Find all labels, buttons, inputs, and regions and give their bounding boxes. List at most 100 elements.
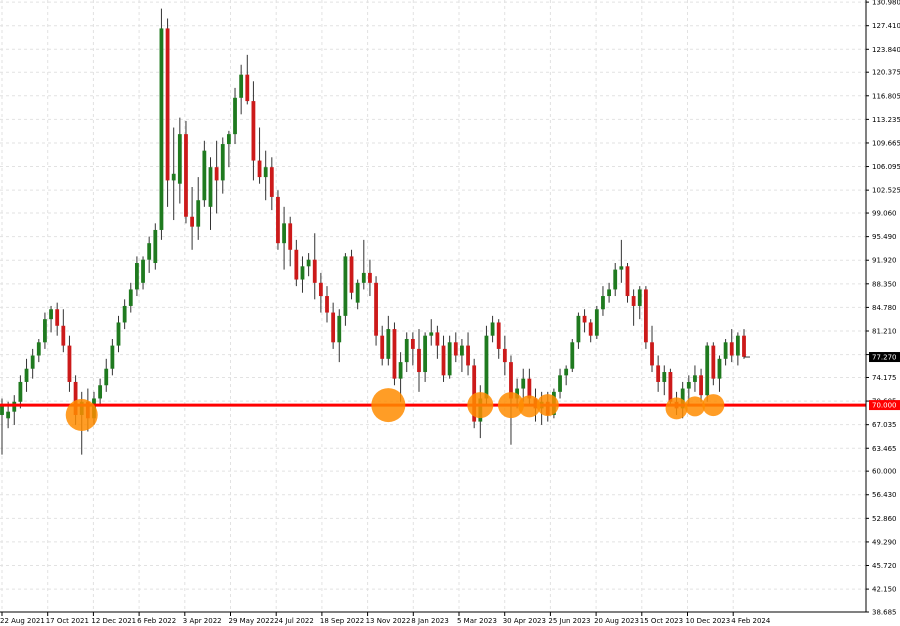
- y-tick-label: 67.035: [872, 421, 897, 429]
- chart-axes: [0, 0, 867, 613]
- y-axis-ticks: 130.980 127.410 123.840 120.375 116.805 113.2…: [866, 0, 900, 617]
- candle-body-bull: [0, 405, 4, 415]
- candle-body-bear: [729, 342, 734, 356]
- candle-body-bull: [122, 305, 127, 323]
- candle-body-bear: [67, 345, 72, 382]
- candle-body-bear: [441, 345, 446, 376]
- x-axis-ticks: 22 Aug 2021 17 Oct 2021 12 Dec 2021 6 Feb 2…: [0, 612, 771, 625]
- candle-body-bull: [570, 342, 575, 369]
- candle-body-bear: [496, 322, 501, 349]
- candle-body-bear: [331, 312, 336, 343]
- candle-body-bear: [165, 28, 170, 181]
- candle-body-bear: [453, 342, 458, 356]
- candle-body-bull: [447, 342, 452, 376]
- candle-body-bear: [472, 365, 477, 422]
- y-tick-label: 52.860: [872, 515, 897, 523]
- candle-body-bear: [502, 348, 507, 363]
- candle-body-bull: [177, 134, 182, 184]
- candle-body-bear: [656, 365, 661, 382]
- candle-body-bull: [159, 28, 164, 230]
- x-tick-label: 18 Sep 2022: [320, 617, 364, 625]
- candle-body-bull: [637, 289, 642, 306]
- y-tick-label: 60.000: [872, 468, 897, 476]
- highlight-marker: [536, 394, 559, 417]
- candle-body-bear: [257, 160, 262, 178]
- y-tick-label: 74.175: [872, 374, 897, 382]
- candle-body-bull: [147, 243, 152, 260]
- highlight-marker: [467, 392, 494, 419]
- candle-body-bull: [337, 315, 342, 343]
- candle-body-bull: [662, 372, 667, 382]
- candle-body-bull: [202, 150, 207, 201]
- highlight-marker: [665, 397, 688, 420]
- current-price-tag: [869, 352, 900, 363]
- candle-body-bull: [306, 259, 311, 267]
- x-tick-label: 12 Dec 2021: [91, 617, 136, 625]
- y-tick-label: 123.840: [872, 46, 900, 54]
- candle-body-bull: [613, 269, 618, 290]
- candle-body-bull: [717, 358, 722, 379]
- candle-body-bull: [18, 381, 23, 402]
- highlight-markers: [65, 388, 725, 431]
- candle-body-bear: [417, 348, 421, 373]
- candle-body-bear: [368, 272, 372, 283]
- candle-body-bull: [490, 322, 495, 336]
- y-tick-label: 99.060: [872, 210, 897, 218]
- candle-body-bull: [607, 289, 611, 297]
- candle-body-bear: [276, 196, 280, 244]
- y-tick-label: 84.780: [872, 304, 897, 312]
- x-tick-label: 3 Apr 2022: [183, 617, 222, 625]
- candle-body-bull: [735, 335, 740, 356]
- x-tick-label: 29 May 2022: [229, 617, 275, 625]
- candle-body-bull: [128, 289, 133, 306]
- candle-body-bear: [466, 345, 470, 366]
- y-tick-label: 45.720: [872, 562, 897, 570]
- candle-body-bull: [30, 355, 35, 369]
- candle-body-bull: [135, 262, 139, 290]
- chart-grid: [0, 0, 866, 613]
- candle-body-bull: [98, 385, 103, 399]
- y-tick-label: 49.290: [872, 538, 897, 546]
- y-tick-label: 63.465: [872, 445, 897, 453]
- y-tick-label: 95.490: [872, 233, 897, 241]
- candle-body-bull: [686, 381, 691, 389]
- candle-body-bear: [410, 338, 415, 349]
- candle-body-bull: [515, 388, 520, 399]
- y-tick-label: 113.235: [872, 116, 900, 124]
- candle-body-bull: [343, 256, 348, 316]
- candle-body-bull: [423, 335, 428, 373]
- candle-body-bull: [705, 345, 710, 396]
- candle-body-bear: [582, 315, 587, 323]
- x-tick-label: 24 Jul 2022: [274, 617, 314, 625]
- candle-body-bull: [208, 167, 213, 207]
- candle-body-bear: [214, 167, 219, 181]
- support-price-label: 70.000: [872, 402, 897, 410]
- candle-body-bull: [558, 375, 562, 392]
- y-tick-label: 127.410: [872, 22, 900, 30]
- highlight-marker: [702, 394, 725, 417]
- candle-body-bull: [723, 342, 728, 359]
- candle-body-bull: [24, 368, 29, 382]
- candle-body-bull: [404, 338, 409, 363]
- candle-body-bear: [699, 375, 703, 396]
- candle-body-bear: [288, 223, 293, 250]
- candle-body-bull: [116, 322, 121, 346]
- candle-body-bull: [12, 401, 17, 412]
- candle-body-bear: [392, 329, 397, 379]
- candle-body-bull: [361, 272, 366, 283]
- candle-body-bull: [693, 375, 697, 382]
- support-price-tag: [869, 400, 900, 411]
- candle-body-bear: [374, 282, 378, 336]
- candle-body-bear: [643, 289, 648, 343]
- y-tick-label: 109.665: [872, 139, 900, 147]
- candle-body-bull: [263, 167, 268, 178]
- candle-body-bear: [245, 74, 250, 102]
- candle-body-bear: [527, 378, 532, 399]
- candle-body-bull: [36, 342, 41, 356]
- candle-body-bull: [564, 368, 569, 376]
- candle-body-bear: [349, 256, 354, 293]
- y-tick-label: 81.210: [872, 327, 897, 335]
- x-tick-label: 15 Oct 2023: [640, 617, 683, 625]
- candle-body-bull: [619, 266, 624, 270]
- candle-body-bear: [190, 216, 195, 227]
